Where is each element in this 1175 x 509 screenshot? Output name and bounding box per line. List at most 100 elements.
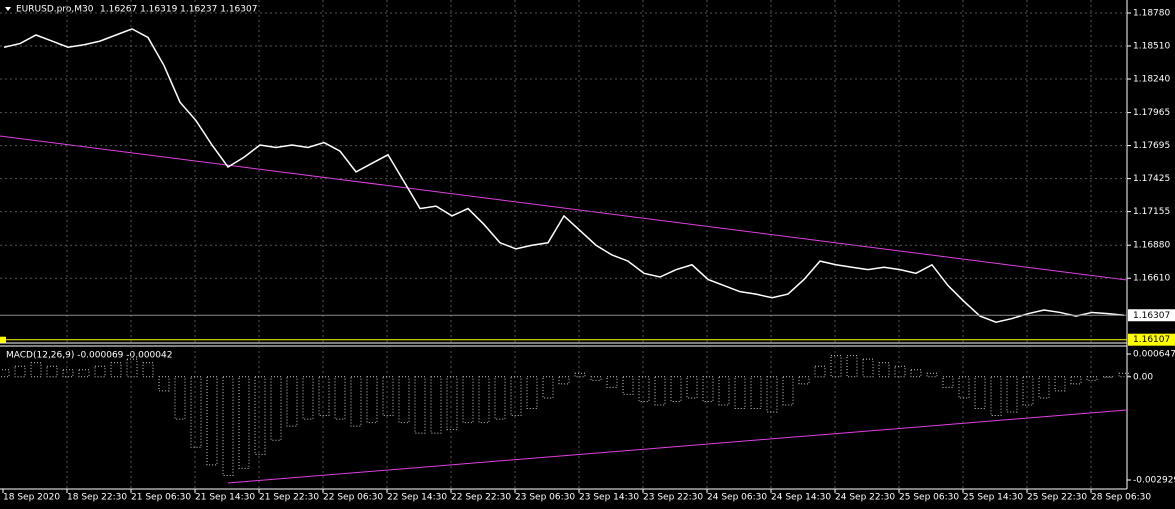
macd-bar	[910, 369, 922, 378]
time-label: 21 Sep 14:30	[195, 493, 255, 503]
price-label: 1.18780	[1133, 9, 1170, 19]
current-price-box	[1128, 309, 1175, 322]
macd-bar	[286, 376, 298, 427]
macd-label: -0.002929	[1133, 476, 1175, 486]
time-label: 24 Sep 06:30	[707, 493, 767, 503]
macd-bar	[446, 376, 458, 431]
alert-box	[1128, 333, 1175, 346]
time-label: 25 Sep 06:30	[899, 493, 959, 503]
macd-bar	[590, 376, 602, 381]
macd-label: 0.000647	[1133, 350, 1175, 360]
time-label: 21 Sep 06:30	[131, 493, 191, 503]
macd-bar	[350, 376, 362, 427]
macd-bar	[718, 376, 730, 406]
macd-bar	[798, 376, 810, 385]
macd-bar	[366, 376, 378, 424]
macd-bar	[654, 376, 666, 406]
macd-bar	[478, 376, 490, 424]
alert-label: 1.16107	[1133, 335, 1170, 345]
macd-bar	[1006, 376, 1018, 413]
time-label: 23 Sep 22:30	[643, 493, 703, 503]
macd-bar	[302, 376, 314, 420]
macd-bar	[174, 376, 186, 420]
current-price-label: 1.16307	[1133, 311, 1170, 321]
time-label: 23 Sep 06:30	[515, 493, 575, 503]
macd-bar	[830, 355, 842, 378]
price-label: 1.17425	[1133, 174, 1170, 184]
price-label: 1.17965	[1133, 108, 1170, 118]
macd-bar	[1070, 376, 1082, 385]
time-label: 22 Sep 14:30	[387, 493, 447, 503]
macd-bar	[542, 376, 554, 399]
macd-bar	[510, 376, 522, 417]
macd-bar	[926, 372, 938, 378]
macd-bar	[398, 376, 410, 424]
macd-bar	[670, 376, 682, 402]
price-label: 1.18240	[1133, 75, 1170, 85]
macd-bar	[1102, 376, 1114, 378]
dropdown-icon[interactable]	[5, 7, 11, 11]
macd-bar	[126, 358, 138, 378]
macd-bar	[1038, 376, 1050, 399]
time-label: 28 Sep 06:30	[1091, 493, 1151, 503]
macd-bar	[1022, 376, 1034, 406]
time-label: 25 Sep 14:30	[963, 493, 1023, 503]
macd-bar	[622, 376, 634, 395]
price-label: 1.17695	[1133, 141, 1170, 151]
time-label: 18 Sep 22:30	[67, 493, 127, 503]
macd-bar	[1086, 376, 1098, 381]
macd-bar	[942, 376, 954, 388]
time-label: 23 Sep 14:30	[579, 493, 639, 503]
macd-bar	[62, 369, 74, 378]
trend-line	[0, 135, 1128, 281]
macd-bar	[190, 376, 202, 448]
price-label: 1.16610	[1133, 274, 1170, 284]
time-label: 24 Sep 22:30	[835, 493, 895, 503]
time-label: 24 Sep 14:30	[771, 493, 831, 503]
macd-bar	[862, 358, 874, 378]
macd-bar	[894, 365, 906, 378]
macd-bar	[334, 376, 346, 420]
macd-bar	[78, 369, 90, 378]
macd-bar	[814, 365, 826, 378]
time-label: 22 Sep 22:30	[451, 493, 511, 503]
macd-bar	[206, 376, 218, 466]
time-label: 22 Sep 06:30	[323, 493, 383, 503]
macd-label: 0.00	[1133, 372, 1153, 382]
macd-bar	[494, 376, 506, 420]
macd-title: MACD(12,26,9) -0.000069 -0.000042	[6, 351, 172, 361]
price-line	[3, 28, 1125, 324]
time-label: 25 Sep 22:30	[1027, 493, 1087, 503]
macd-bar	[606, 376, 618, 388]
macd-bar	[638, 376, 650, 402]
macd-bar	[686, 376, 698, 399]
time-label: 18 Sep 2020	[3, 493, 60, 503]
time-label: 21 Sep 22:30	[259, 493, 319, 503]
macd-bar	[558, 376, 570, 385]
alert-marker	[0, 336, 6, 343]
price-label: 1.16880	[1133, 241, 1170, 251]
macd-bar	[766, 376, 778, 413]
macd-bar	[462, 376, 474, 424]
price-label: 1.17155	[1133, 207, 1170, 217]
macd-bar	[574, 372, 586, 378]
macd-bar	[382, 376, 394, 417]
macd-bar	[1118, 372, 1130, 378]
macd-bar	[14, 365, 26, 378]
macd-bar	[318, 376, 330, 417]
ohlc-label: 1.16267 1.16319 1.16237 1.16307	[100, 5, 257, 15]
macd-bar	[254, 376, 266, 455]
macd-bar	[94, 365, 106, 378]
price-label: 1.18510	[1133, 42, 1170, 52]
macd-bar	[270, 376, 282, 441]
macd-bar	[958, 376, 970, 399]
macd-bar	[46, 365, 58, 378]
trend-line	[227, 409, 1128, 484]
macd-bar	[846, 355, 858, 378]
symbol-label: EURUSD.pro,M30	[16, 5, 94, 15]
macd-bar	[990, 376, 1002, 417]
macd-bar	[702, 376, 714, 402]
